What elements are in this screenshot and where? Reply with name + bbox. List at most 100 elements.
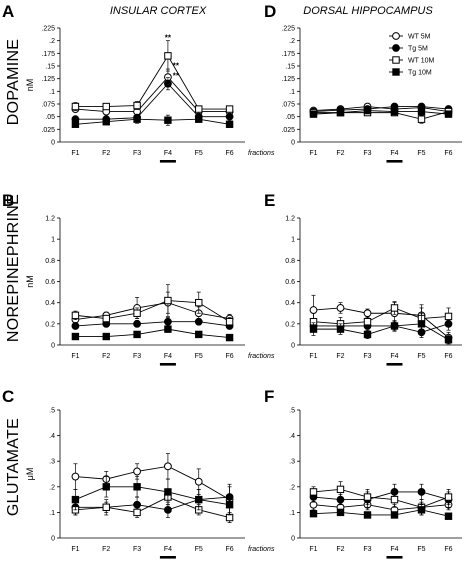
data-point [71, 332, 80, 341]
panel-b: 0 0.2 0.4 0.6 0.8 1 1.2 nM F1 F2 F3 F4 F5 F6 fractions [25, 216, 275, 366]
highlight-bar [159, 363, 176, 366]
legend-marker [392, 44, 400, 52]
y-tick-label: .1 [289, 89, 295, 96]
x-tick-label: F3 [133, 353, 141, 360]
x-tick-label: F1 [309, 546, 317, 553]
series-line [313, 307, 449, 325]
y-axis-label: nM [25, 79, 35, 92]
data-point [164, 505, 172, 514]
x-tick-label: F6 [225, 546, 233, 553]
data-point [164, 462, 172, 471]
y-tick-label: 0 [51, 140, 55, 147]
y-axis-label: μM [25, 468, 35, 481]
y-tick-label: .15 [45, 64, 55, 71]
series-tg-10m [309, 312, 453, 345]
y-tick-label: .2 [289, 38, 295, 45]
series-wt-10m [71, 489, 234, 523]
y-tick-label: .15 [285, 64, 295, 71]
panel-c: 0 .1 .2 .3 .4 .5 μM F1 F2 F3 F4 F5 F6 fractions [25, 408, 275, 559]
y-tick-label: 0.8 [285, 258, 295, 265]
y-tick-label: 1 [291, 237, 295, 244]
series-line [75, 54, 230, 110]
series-tg-10m [309, 106, 453, 118]
legend-item: WT 10M [389, 56, 434, 65]
x-tick-label: F1 [71, 546, 79, 553]
data-point [390, 107, 399, 116]
data-point [225, 318, 234, 326]
data-point [194, 477, 203, 486]
series-line [75, 83, 230, 120]
x-tick-label: F5 [417, 150, 425, 157]
y-tick-label: .2 [49, 484, 55, 491]
data-point [390, 304, 399, 312]
panel-letter-c: C [2, 387, 14, 406]
y-tick-label: 0 [291, 343, 295, 350]
row-label-norepinephrine: NOREPINEPHRINE [5, 194, 22, 342]
legend-marker [392, 32, 400, 40]
x-tick-label: F3 [133, 546, 141, 553]
y-tick-label: .2 [289, 484, 295, 491]
y-tick-label: .125 [41, 76, 55, 83]
data-point [444, 493, 453, 501]
data-point [195, 495, 203, 504]
x-tick-label: F3 [363, 353, 371, 360]
series-line [313, 323, 449, 333]
y-tick-label: .075 [281, 102, 295, 109]
series-tg-5m [71, 317, 234, 330]
series-line [75, 486, 230, 506]
data-point [71, 102, 80, 111]
series-line [313, 323, 449, 341]
x-tick-label: F5 [195, 546, 203, 553]
panel-letter-b: B [2, 191, 14, 210]
y-tick-label: 0.6 [45, 279, 55, 286]
data-point [195, 105, 203, 113]
series-wt-5m [71, 68, 234, 116]
data-point [102, 118, 110, 126]
data-point [336, 508, 345, 517]
series-line [75, 465, 230, 500]
column-title-hippocampus: DORSAL HIPPOCAMPUS [303, 5, 433, 17]
data-point [444, 336, 453, 344]
y-tick-label: 0.2 [45, 321, 55, 328]
x-tick-label: F5 [417, 353, 425, 360]
significance-mark: ** [173, 72, 180, 81]
data-point [195, 330, 203, 339]
y-tick-label: .1 [49, 510, 55, 517]
x-tick-label: F2 [102, 150, 110, 157]
y-axis-label: nM [25, 275, 35, 288]
series-line [75, 118, 230, 125]
highlight-bar [159, 160, 176, 163]
y-tick-label: 0.6 [285, 279, 295, 286]
x-tick-label: F3 [133, 150, 141, 157]
data-point [336, 485, 345, 494]
data-point [417, 115, 426, 123]
series-tg-5m [71, 77, 234, 124]
panel-d: 0 .025 .05 .075 .1 .125 .15 .175 .2 .225 F1 F2 F3 F4 F… [281, 26, 462, 163]
data-point [417, 320, 426, 328]
data-point [309, 488, 318, 496]
legend-item: Tg 10M [389, 68, 432, 77]
data-point [336, 108, 345, 117]
x-tick-label: F4 [164, 353, 172, 360]
data-point [164, 52, 172, 60]
data-point [71, 495, 80, 504]
data-point [417, 488, 426, 496]
data-point [225, 120, 234, 128]
data-point [133, 330, 141, 339]
series-line [313, 488, 449, 508]
significance-mark: ** [173, 62, 180, 71]
x-tick-label: F1 [71, 353, 79, 360]
data-point [71, 472, 80, 481]
data-point [102, 102, 110, 111]
series-tg-10m [71, 476, 234, 516]
x-tick-label: F5 [195, 353, 203, 360]
data-point [195, 115, 203, 123]
y-tick-label: 0.8 [45, 258, 55, 265]
legend-label: Tg 5M [408, 46, 428, 53]
series-tg-5m [309, 317, 453, 338]
series-tg-10m [71, 114, 234, 128]
y-tick-label: .225 [41, 26, 55, 33]
series-line [313, 509, 449, 517]
y-tick-label: .2 [49, 38, 55, 45]
y-tick-label: .05 [45, 114, 55, 121]
